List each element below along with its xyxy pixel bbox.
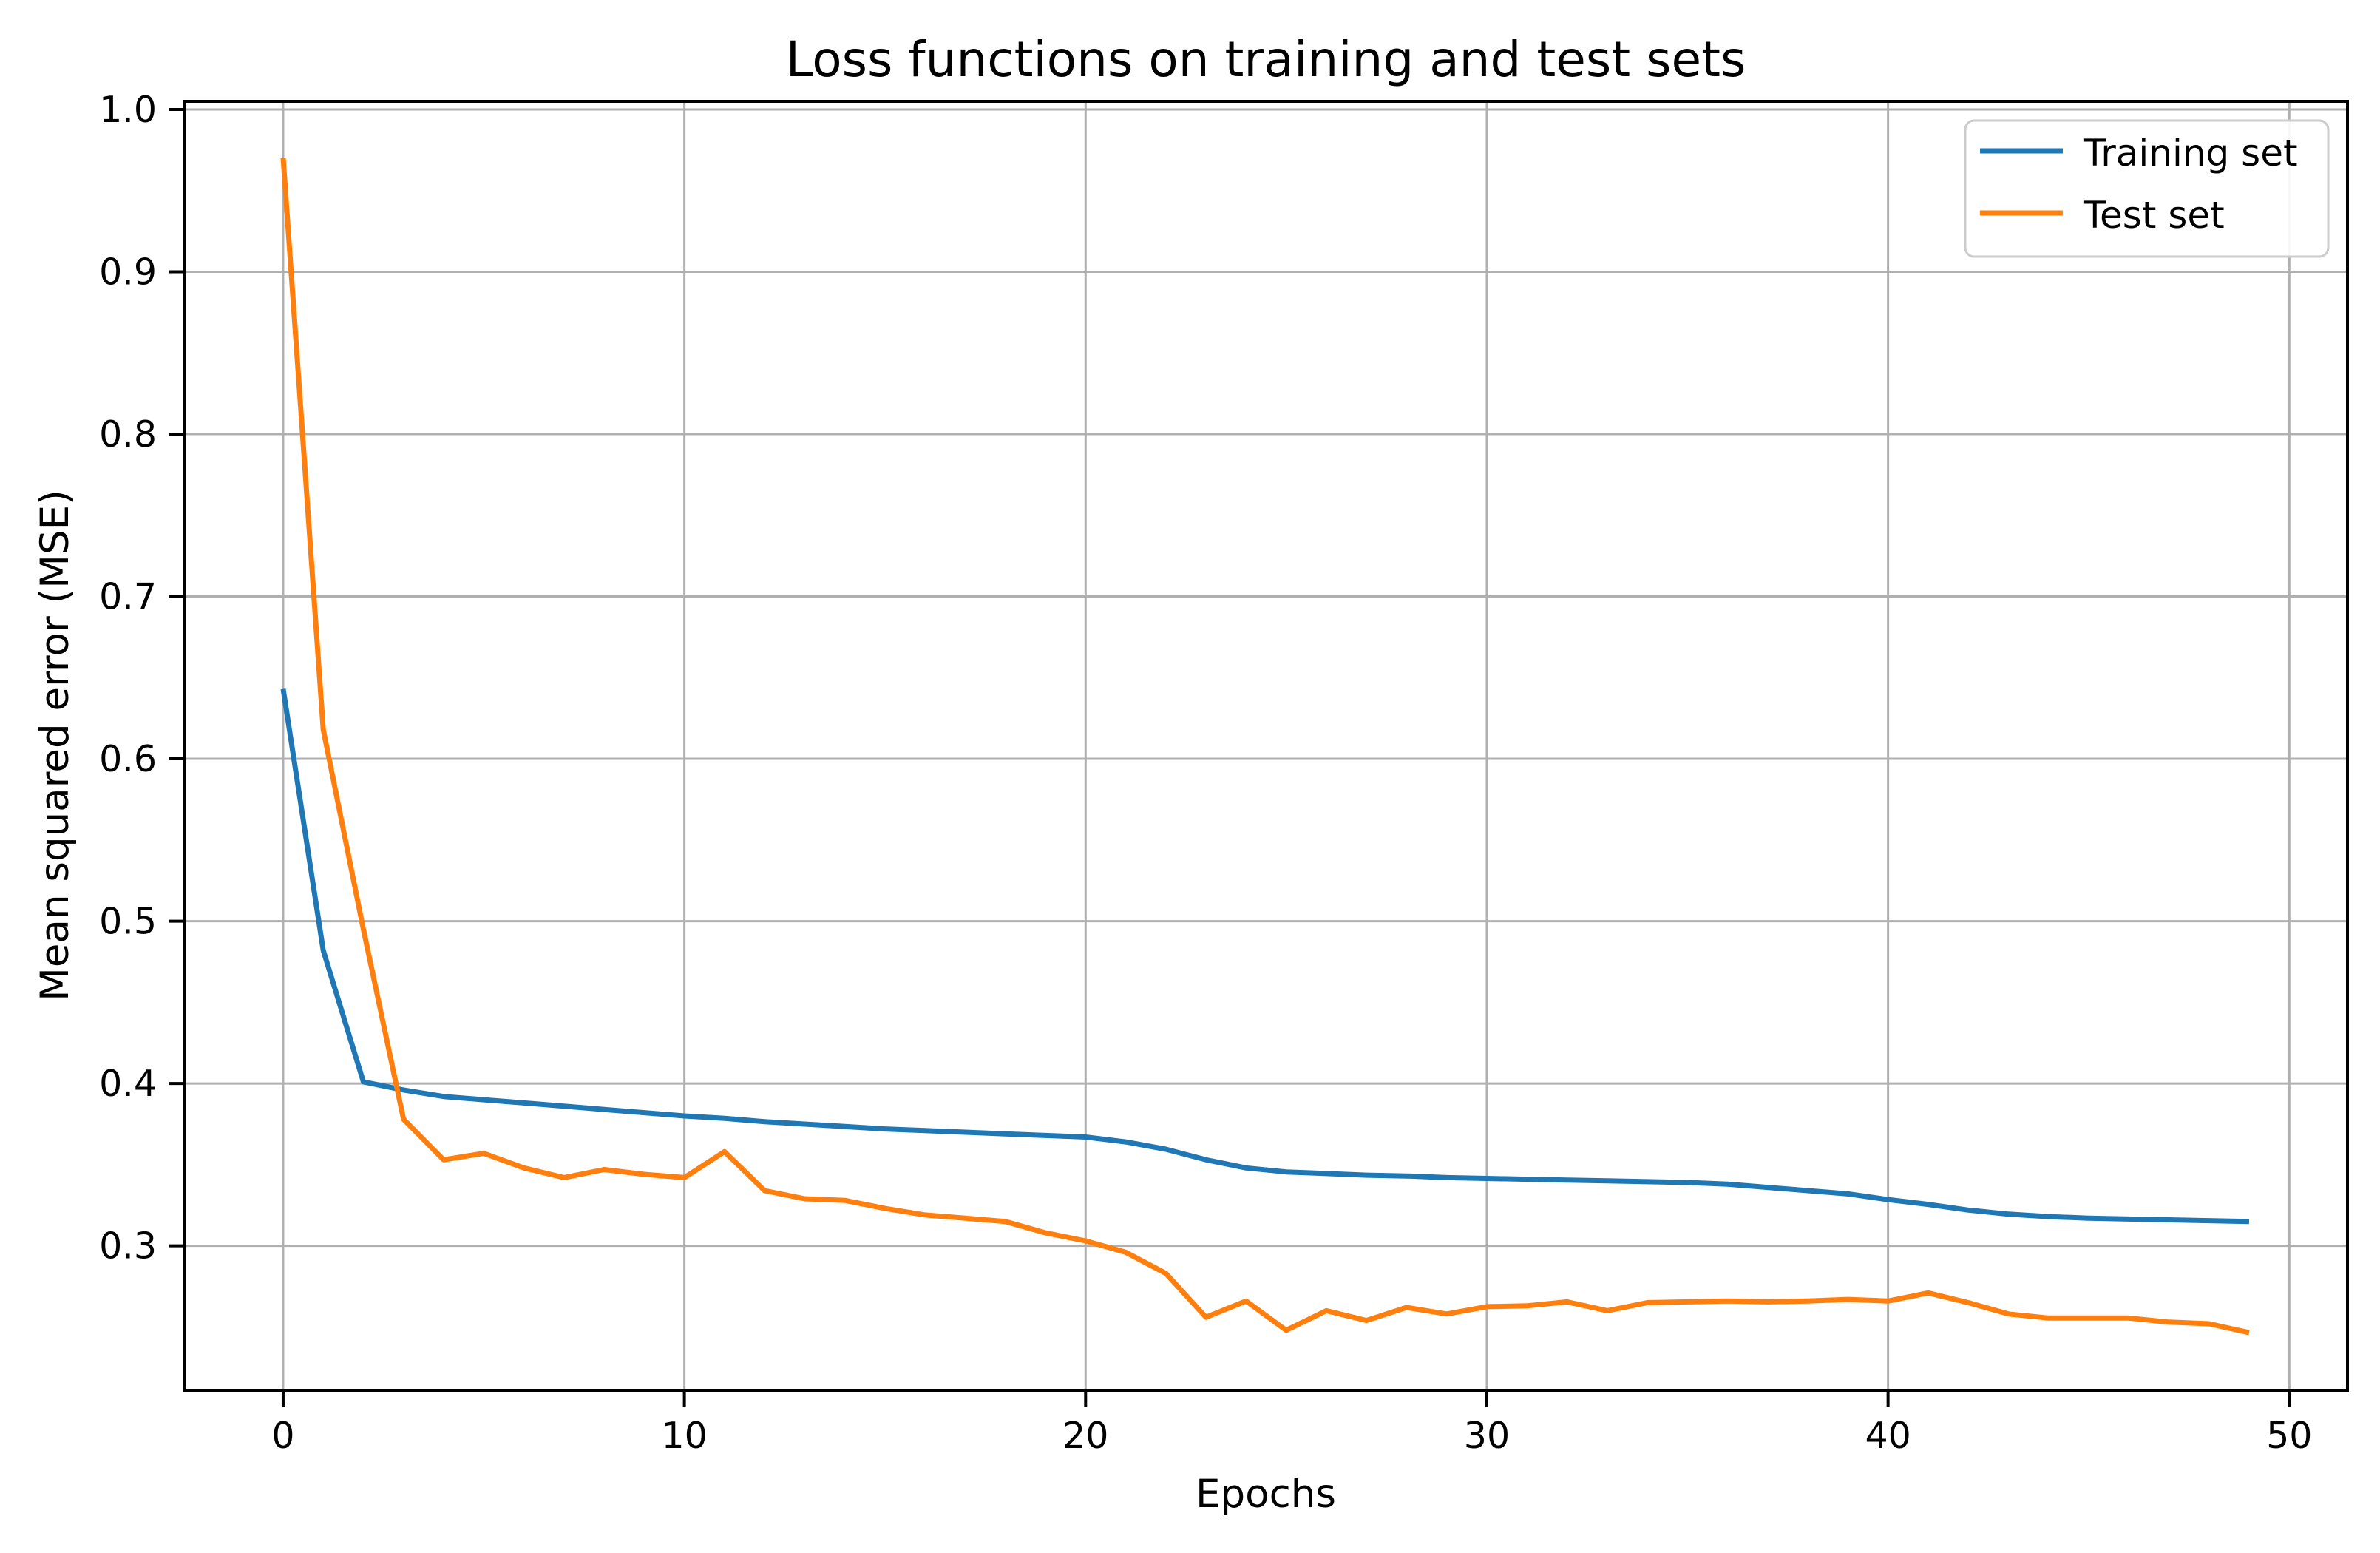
x-tick-label-0: 0	[271, 1415, 294, 1457]
legend-label-training: Training set	[2083, 132, 2298, 175]
legend-item-test: Test set	[1980, 194, 2225, 237]
legend-label-test: Test set	[2083, 194, 2225, 237]
x-tick-label-20: 20	[1062, 1415, 1108, 1457]
y-tick-label-0.3: 0.3	[99, 1225, 157, 1268]
gridlines	[185, 101, 2347, 1390]
legend: Training set Test set	[1964, 119, 2330, 258]
x-axis: 0 10 20 30 40 50	[271, 1390, 2312, 1457]
x-axis-label: Epochs	[1196, 1472, 1336, 1517]
legend-item-training: Training set	[1980, 132, 2298, 175]
y-tick-label-0.4: 0.4	[99, 1063, 157, 1105]
chart-title: Loss functions on training and test sets	[786, 31, 1746, 88]
y-axis-label: Mean squared error (MSE)	[33, 490, 78, 1001]
y-axis: 0.3 0.4 0.5 0.6 0.7 0.8 0.9 1.0	[99, 89, 185, 1268]
legend-box	[1964, 119, 2330, 258]
test-set-line	[280, 158, 2250, 1336]
x-tick-label-10: 10	[661, 1415, 707, 1457]
y-tick-label-0.6: 0.6	[99, 738, 157, 780]
y-tick-label-0.8: 0.8	[99, 413, 157, 456]
y-tick-label-0.5: 0.5	[99, 901, 157, 943]
y-tick-label-1: 1.0	[99, 89, 157, 131]
x-tick-label-30: 30	[1464, 1415, 1510, 1457]
x-tick-label-50: 50	[2266, 1415, 2312, 1457]
series-group	[280, 158, 2250, 1336]
training-set-line	[280, 688, 2250, 1225]
y-tick-label-0.9: 0.9	[99, 251, 157, 293]
plot-border	[183, 100, 2349, 1392]
x-tick-label-40: 40	[1865, 1415, 1911, 1457]
y-tick-label-0.7: 0.7	[99, 576, 157, 618]
